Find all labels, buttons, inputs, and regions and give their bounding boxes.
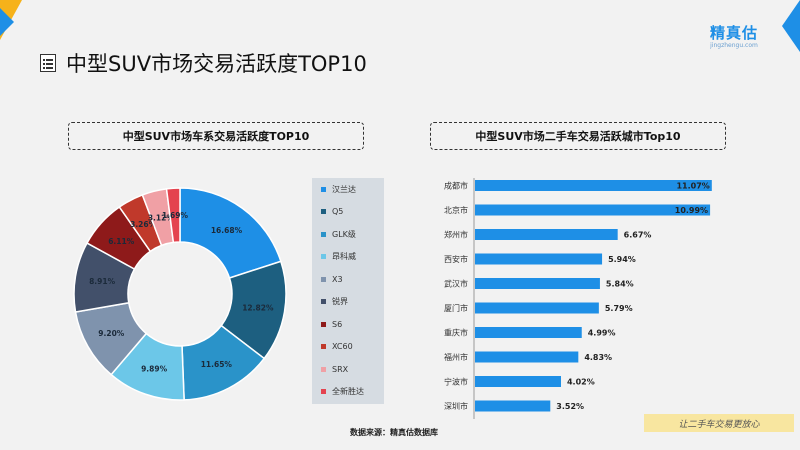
bar-value-label-4: 5.94% — [608, 255, 636, 264]
legend-item-3: GLK级 — [312, 223, 384, 246]
bar-2 — [475, 204, 711, 216]
bar-value-label-1: 11.07% — [676, 182, 709, 191]
bar-1 — [475, 180, 712, 191]
slogan-text: 让二手车交易更放心 — [678, 419, 760, 430]
city-label-2: 北京市 — [444, 205, 468, 215]
bar-value-label-3: 6.67% — [624, 231, 652, 240]
legend-label: X3 — [332, 274, 343, 284]
legend-label: SRX — [332, 364, 349, 374]
city-label-4: 西安市 — [444, 254, 468, 264]
bar-value-label-7: 4.99% — [588, 329, 616, 338]
legend-swatch — [321, 321, 326, 327]
city-label-10: 深圳市 — [444, 401, 468, 411]
bar-value-label-2: 10.99% — [675, 206, 708, 215]
bar-value-label-9: 4.02% — [567, 378, 595, 387]
bar-4 — [475, 253, 603, 265]
legend-label: GLK级 — [332, 229, 356, 239]
donut-chart: 16.68% 12.82% 11.65% 9.89% 9.20% 8.91% 6.11% 3.… — [73, 187, 287, 401]
legend-label: S6 — [332, 319, 343, 329]
bar-8 — [475, 351, 579, 363]
bar-10 — [475, 400, 551, 412]
legend-item-6: 锐界 — [312, 291, 384, 314]
data-source: 数据来源：精真估数据库 — [350, 428, 438, 437]
legend-swatch — [321, 231, 326, 237]
city-label-1: 成都市 — [444, 181, 468, 191]
page-title: 中型SUV市场交易活跃度TOP10 — [66, 52, 367, 76]
legend-item-2: Q5 — [312, 201, 384, 224]
city-label-3: 郑州市 — [444, 230, 468, 240]
bar-value-label-6: 5.79% — [605, 304, 633, 313]
legend-swatch — [321, 366, 326, 372]
slogan-banner: 让二手车交易更放心 — [644, 414, 794, 432]
donut-slice-label-5: 9.20% — [98, 329, 125, 338]
bar-9 — [475, 376, 561, 387]
legend-swatch — [321, 276, 326, 282]
legend-item-4: 昂科威 — [312, 246, 384, 269]
bar-value-label-10: 3.52% — [556, 402, 584, 411]
donut-slice-label-4: 9.89% — [141, 365, 168, 374]
legend-item-1: 汉兰达 — [312, 178, 384, 201]
donut-slice-label-7: 6.11% — [108, 237, 135, 246]
city-label-8: 福州市 — [444, 352, 468, 362]
legend-item-10: 全新胜达 — [312, 381, 384, 404]
brand-logo: 精真估 jingzhengu.com — [710, 22, 758, 49]
brand-name: 精真估 — [709, 24, 758, 42]
city-label-5: 武汉市 — [444, 279, 468, 289]
legend-label: 锐界 — [332, 297, 348, 307]
corner-decoration-left-blue — [0, 8, 14, 36]
donut-slice-10 — [165, 187, 181, 244]
legend-swatch — [321, 186, 326, 192]
legend-label: 全新胜达 — [332, 387, 364, 397]
corner-decoration-right — [782, 0, 800, 52]
bar-chart: 成都市 11.07% 北京市 10.99% 郑州市 6.67% 西安市 5.94% 武汉市 5.8… — [444, 178, 712, 419]
legend-item-7: S6 — [312, 313, 384, 336]
donut-slice-label-1: 16.68% — [211, 226, 243, 235]
bar-value-label-8: 4.83% — [584, 353, 612, 362]
donut-slice-label-8: 3.26% — [130, 220, 157, 229]
legend-label: XC60 — [332, 342, 353, 352]
city-label-6: 厦门市 — [444, 303, 468, 313]
donut-slice-1 — [179, 187, 282, 279]
bar-value-label-5: 5.84% — [606, 280, 634, 289]
bar-3 — [475, 229, 618, 240]
legend-swatch — [321, 389, 326, 395]
legend-swatch — [321, 299, 326, 305]
city-label-9: 宁波市 — [444, 377, 468, 387]
donut-slice-label-2: 12.82% — [242, 303, 274, 312]
donut-slice-label-6: 8.91% — [89, 277, 116, 286]
legend-swatch — [321, 344, 326, 350]
city-label-7: 重庆市 — [444, 328, 468, 338]
legend-item-9: SRX — [312, 358, 384, 381]
brand-domain: jingzhengu.com — [710, 42, 758, 49]
legend-swatch — [321, 254, 326, 260]
bar-7 — [475, 327, 582, 338]
bar-chart-title: 中型SUV市场二手车交易活跃城市Top10 — [430, 122, 726, 150]
legend-label: 汉兰达 — [332, 184, 356, 194]
document-icon — [40, 54, 56, 72]
donut-legend: 汉兰达 Q5 GLK级昂科威 X3 锐界 S6 XC60 SRX 全新胜达 — [312, 178, 384, 404]
donut-slice-label-3: 11.65% — [201, 360, 233, 369]
donut-slice-label-10: 1.69% — [162, 211, 189, 220]
legend-item-8: XC60 — [312, 336, 384, 359]
bar-6 — [475, 302, 599, 314]
legend-item-5: X3 — [312, 268, 384, 291]
legend-swatch — [321, 209, 326, 215]
donut-chart-title: 中型SUV市场车系交易活跃度TOP10 — [68, 122, 364, 150]
bar-5 — [475, 278, 600, 289]
legend-label: Q5 — [332, 207, 344, 217]
legend-label: 昂科威 — [332, 252, 356, 262]
donut-slice-label-9: 3.12% — [148, 213, 175, 222]
page-header: 中型SUV市场交易活跃度TOP10 — [40, 48, 367, 78]
